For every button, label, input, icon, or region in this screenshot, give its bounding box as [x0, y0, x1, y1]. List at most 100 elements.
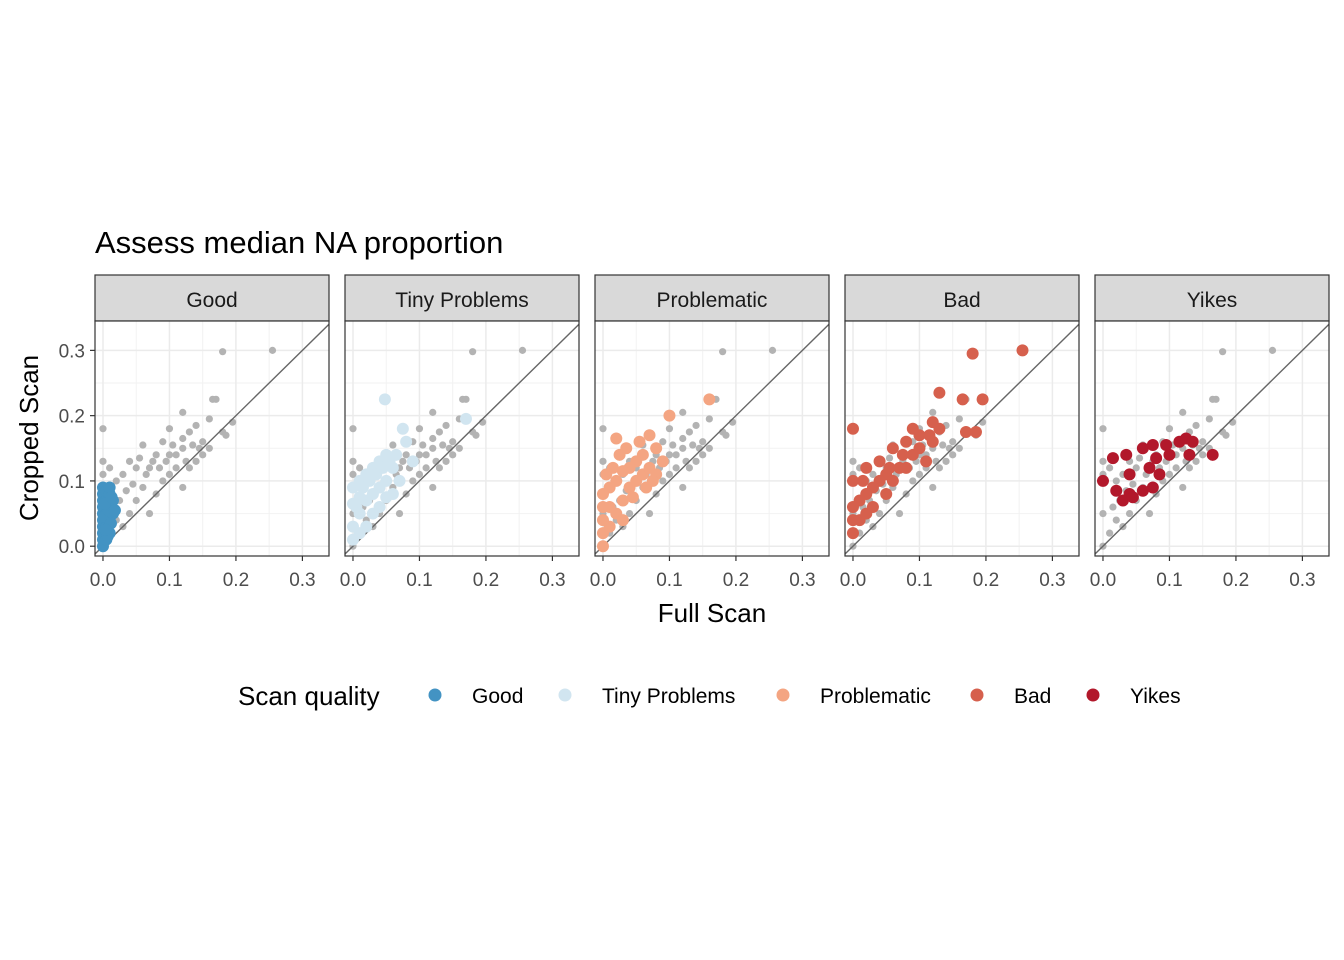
facet-strip — [94, 274, 330, 322]
data-point — [1126, 491, 1139, 504]
identity-reference-line — [1095, 323, 1329, 555]
data-point — [393, 474, 406, 487]
data-point — [360, 520, 373, 533]
panel-border — [1094, 320, 1330, 557]
background-point — [679, 483, 687, 492]
facet-panel-good: Good 0.0 0.1 0.2 0.3 0.0 0.1 0.2 0.3 — [59, 274, 330, 591]
background-point — [518, 346, 527, 354]
data-point — [386, 487, 399, 500]
data-point — [99, 523, 112, 536]
background-point — [472, 431, 480, 439]
background-point — [665, 425, 674, 433]
facet-panel-problematic: Problematic 0.0 0.1 0.2 0.3 — [590, 274, 830, 591]
background-point — [1129, 480, 1137, 488]
data-point — [1120, 448, 1133, 461]
background-point — [129, 480, 137, 488]
y-tick-label: 0.0 — [59, 537, 85, 558]
x-tick-label: 0.2 — [1223, 570, 1249, 591]
panel-border — [94, 320, 330, 557]
background-point — [895, 509, 904, 518]
data-point — [346, 497, 359, 510]
data-point — [646, 474, 659, 487]
background-point — [692, 421, 700, 430]
data-point — [933, 386, 946, 399]
background-point — [99, 425, 107, 433]
data-point — [886, 474, 899, 487]
background-point — [415, 451, 424, 459]
data-point — [1123, 468, 1136, 481]
background-point — [1099, 425, 1107, 433]
panel-plot-area — [1095, 321, 1329, 556]
background-point — [179, 434, 187, 443]
background-point — [139, 441, 147, 449]
background-point — [875, 509, 884, 518]
identity-reference-line — [95, 323, 329, 555]
legend-key — [970, 688, 984, 702]
facet-strip — [344, 274, 580, 322]
background-point — [185, 464, 193, 472]
background-point — [645, 509, 654, 518]
background-point — [665, 451, 674, 459]
legend-key — [428, 688, 442, 702]
background-point — [705, 415, 713, 423]
data-point — [1116, 494, 1129, 507]
background-point — [705, 444, 713, 452]
background-point — [179, 444, 187, 452]
data-point — [1106, 452, 1119, 465]
background-point — [909, 477, 917, 485]
background-point — [672, 464, 680, 472]
background-point — [679, 444, 687, 452]
background-point — [1179, 408, 1187, 416]
background-point — [145, 464, 154, 472]
x-tick-label: 0.2 — [473, 570, 499, 591]
background-point — [935, 464, 943, 472]
x-tick-label: 0.1 — [906, 570, 932, 591]
background-point — [349, 470, 357, 479]
background-point — [1268, 346, 1277, 354]
background-point — [1222, 431, 1230, 439]
background-point — [422, 464, 430, 472]
data-point — [900, 435, 913, 448]
panel-plot-area — [845, 321, 1079, 556]
background-point — [172, 451, 180, 459]
background-point — [435, 428, 443, 436]
x-tick-label: 0.2 — [723, 570, 749, 591]
background-point — [929, 483, 937, 492]
background-point — [402, 451, 410, 459]
background-point — [212, 395, 220, 403]
facet-strip-label: Bad — [943, 289, 980, 312]
background-point — [1192, 457, 1200, 465]
x-tick-label: 0.0 — [90, 570, 116, 591]
data-point — [650, 442, 663, 455]
background-point — [159, 477, 167, 485]
background-point — [189, 441, 197, 449]
background-point — [1179, 483, 1187, 492]
x-tick-label: 0.1 — [1156, 570, 1182, 591]
background-point — [165, 470, 174, 479]
data-point — [923, 429, 936, 442]
background-point — [469, 348, 477, 356]
background-point — [389, 441, 397, 449]
data-point — [860, 461, 873, 474]
background-point — [1192, 421, 1200, 430]
background-point — [1199, 438, 1207, 446]
data-point — [396, 422, 409, 435]
data-point — [390, 448, 403, 461]
x-axis-title: Full Scan — [658, 598, 766, 628]
background-point — [419, 441, 427, 449]
panel-border — [594, 320, 830, 557]
background-point — [152, 451, 160, 459]
background-point — [722, 431, 730, 439]
data-point — [866, 501, 879, 514]
data-point — [1096, 474, 1109, 487]
panel-plot-area — [595, 321, 829, 556]
legend-key — [776, 688, 790, 702]
data-point — [600, 468, 613, 481]
background-point — [955, 444, 963, 452]
background-point — [949, 451, 957, 459]
background-point — [672, 451, 680, 459]
background-point — [455, 444, 463, 452]
facet-panel-bad: Bad 0.0 0.1 0.2 0.3 — [840, 274, 1080, 591]
data-point — [616, 465, 629, 478]
background-point — [142, 470, 150, 479]
